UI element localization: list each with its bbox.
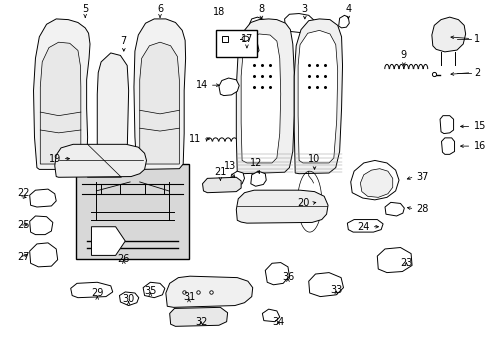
Text: 11: 11	[188, 134, 201, 144]
Polygon shape	[441, 138, 454, 154]
Polygon shape	[262, 309, 279, 322]
Polygon shape	[91, 227, 125, 255]
Polygon shape	[140, 42, 179, 164]
Polygon shape	[202, 177, 241, 193]
Text: 31: 31	[183, 292, 195, 302]
Polygon shape	[384, 202, 404, 216]
Polygon shape	[169, 307, 227, 327]
Polygon shape	[119, 292, 139, 306]
Polygon shape	[30, 243, 58, 267]
Polygon shape	[219, 78, 239, 96]
Polygon shape	[241, 34, 280, 163]
Polygon shape	[377, 248, 411, 273]
Text: 24: 24	[357, 222, 369, 232]
Polygon shape	[439, 116, 453, 134]
Polygon shape	[431, 17, 465, 52]
Text: 26: 26	[118, 255, 130, 264]
Polygon shape	[350, 161, 398, 200]
FancyBboxPatch shape	[75, 164, 188, 259]
Text: 30: 30	[122, 294, 135, 304]
Polygon shape	[338, 15, 348, 28]
Polygon shape	[308, 273, 343, 297]
Polygon shape	[229, 171, 244, 186]
Text: 36: 36	[281, 272, 293, 282]
Polygon shape	[284, 14, 314, 32]
Text: 13: 13	[224, 161, 236, 171]
Text: 2: 2	[473, 68, 479, 78]
Polygon shape	[97, 53, 128, 152]
Text: 4: 4	[345, 4, 351, 14]
Text: 35: 35	[144, 285, 156, 296]
Polygon shape	[30, 216, 53, 235]
Polygon shape	[236, 190, 327, 223]
Text: 14: 14	[196, 80, 208, 90]
Text: 6: 6	[157, 4, 163, 14]
Text: 28: 28	[415, 204, 427, 214]
Polygon shape	[298, 30, 337, 163]
Text: 12: 12	[250, 158, 262, 168]
Polygon shape	[346, 220, 382, 232]
Text: 1: 1	[473, 33, 479, 44]
Text: 27: 27	[18, 252, 30, 262]
Text: 32: 32	[195, 317, 207, 327]
Polygon shape	[34, 19, 90, 170]
Text: 23: 23	[399, 258, 411, 268]
Text: 15: 15	[473, 121, 485, 131]
Text: 34: 34	[272, 317, 284, 327]
Polygon shape	[314, 22, 329, 32]
Polygon shape	[71, 282, 112, 298]
Text: 7: 7	[121, 36, 127, 46]
Polygon shape	[143, 282, 164, 298]
Text: 9: 9	[400, 50, 406, 60]
Circle shape	[242, 36, 248, 41]
Text: 16: 16	[473, 141, 485, 151]
Text: 22: 22	[18, 188, 30, 198]
Polygon shape	[236, 19, 294, 174]
Text: 21: 21	[214, 167, 226, 176]
FancyBboxPatch shape	[215, 30, 256, 57]
Polygon shape	[30, 189, 56, 207]
Text: 10: 10	[308, 154, 320, 164]
Polygon shape	[250, 171, 265, 186]
Text: 3: 3	[301, 4, 307, 14]
Text: 18: 18	[213, 7, 225, 17]
Text: 20: 20	[297, 198, 309, 208]
Polygon shape	[40, 42, 81, 164]
Text: 33: 33	[329, 285, 342, 295]
Text: 5: 5	[82, 4, 88, 14]
Polygon shape	[294, 19, 342, 174]
Polygon shape	[249, 17, 264, 34]
Text: 17: 17	[240, 34, 253, 44]
Polygon shape	[134, 19, 185, 170]
Text: 8: 8	[258, 4, 264, 14]
Polygon shape	[264, 262, 289, 285]
Text: 37: 37	[415, 172, 427, 181]
Polygon shape	[360, 169, 392, 197]
Text: 19: 19	[49, 154, 61, 164]
Text: 29: 29	[91, 288, 103, 298]
Polygon shape	[165, 276, 252, 307]
Polygon shape	[55, 144, 146, 177]
Text: 25: 25	[18, 220, 30, 230]
Polygon shape	[243, 42, 259, 57]
